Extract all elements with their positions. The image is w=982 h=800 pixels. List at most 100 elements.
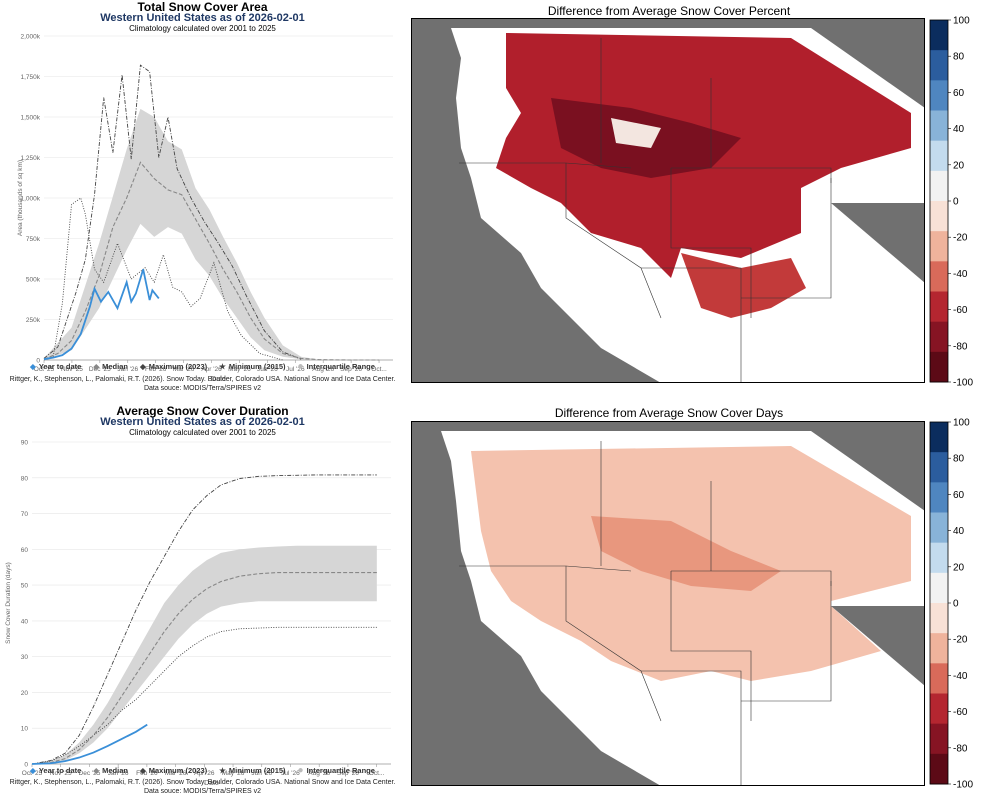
y-tick-label: 2,000k [20,34,40,41]
top-colorbar: 100 80 60 40 20 0 -20 -40 -60 -80 -100 [929,16,973,389]
y-axis-label: Snow Cover Duration (days) [5,562,12,644]
colorbar-swatch [930,110,948,142]
legend-max-2[interactable]: ◆ Maximum (2023) [139,766,208,775]
legend-iqr-2[interactable]: ● Interquartile Range [297,765,375,776]
colorbar-tick-label: 20 [953,160,965,171]
bottom-chart-subtitle2: Climatology calculated over 2001 to 2025 [129,428,276,437]
colorbar-tick-label: -100 [953,780,973,791]
top-map-frame [411,18,925,383]
series-maximum [43,64,302,360]
legend-min-2[interactable]: ★ Minimum (2015) [219,766,286,775]
y-tick-label: 750k [26,236,41,243]
colorbar-swatch [930,633,948,664]
colorbar-swatch [930,291,948,323]
legend-ytd-2[interactable]: ◆ Year to date [30,766,82,775]
legend-ytd[interactable]: ◆ Year to date [30,362,82,371]
colorbar-tick-label: 60 [953,490,965,501]
bottom-chart-svg: 0 10 20 30 40 50 60 70 80 90 Oct '25 Nov '25 Dec '25… [5,440,391,786]
x-tick-label: Dec '25 [79,770,101,777]
x-tick-label: Apr '26 [201,366,222,373]
bottom-map-snow-days-deficit-mid [591,516,781,591]
colorbar-tick-label: 0 [953,599,959,610]
colorbar-tick-label: 40 [953,526,965,537]
colorbar-swatch [930,321,948,353]
bottom-map[interactable] [411,421,925,786]
colorbar-swatch [930,422,948,453]
colorbar-tick-label: 20 [953,562,965,573]
colorbar-swatch [930,723,948,755]
colorbar-tick-label: -60 [953,305,968,316]
x-tick-label: Mar '26 [165,770,187,777]
x-tick-label: Sep '26 [340,366,362,373]
bottom-chart-subtitle: Western United States as of 2026-02-01 [100,416,305,428]
legend-min[interactable]: ★ Minimum (2015) [219,362,286,371]
top-map-snow-deficit-south [681,253,806,318]
colorbar-swatch [930,572,948,604]
colorbar-tick-label: -20 [953,233,968,244]
y-tick-label: 20 [21,690,29,697]
colorbar-tick-label: -20 [953,635,968,646]
x-tick-label: Nov '25 [50,770,72,777]
colorbar-swatch [930,201,948,232]
colorbar-tick-label: -60 [953,707,968,718]
x-tick-label: Dec '25 [89,366,111,373]
colorbar-tick-label: 100 [953,16,970,27]
y-tick-label: 70 [21,511,29,518]
x-tick-label: Nov '25 [61,366,83,373]
x-axis-label: Date [204,780,219,786]
x-tick-label: Oct... [371,366,387,373]
top-map-title: Difference from Average Snow Cover Perce… [547,4,791,18]
colorbar-swatch [930,50,948,81]
colorbar-tick-label: 60 [953,88,965,99]
x-tick-label: Jun '26 [257,366,278,373]
legend-median-2[interactable]: ◆ Median [93,766,128,775]
legend-max[interactable]: ◆ Maximum (2023) [139,362,208,371]
colorbar-tick-label: -80 [953,743,968,754]
x-tick-label: Oct '25 [22,770,43,777]
colorbar-swatch [930,140,948,172]
legend-iqr[interactable]: ● Interquartile Range [297,361,375,372]
series-maximum [31,474,377,765]
x-tick-label: Oct... [369,770,385,777]
top-chart-svg: 0 250k 500k 750k 1,000k 1,250k 1,500k 1,750k 2,0… [17,34,393,383]
colorbar-tick-label: 40 [953,124,965,135]
x-tick-label: Feb '26 [136,770,158,777]
colorbar-swatch [930,261,948,292]
colorbar-tick-label: 100 [953,418,970,429]
colorbar-swatch [930,753,948,785]
top-map-state-borders [459,38,832,383]
top-chart-subtitle: Western United States as of 2026-02-01 [100,12,305,24]
x-tick-label: Apr '26 [194,770,215,777]
top-map-snow-light [611,118,661,148]
iqr-band [32,545,377,764]
colorbar-tick-label: -80 [953,341,968,352]
x-tick-label: Jul '26 [286,366,305,373]
y-tick-label: 30 [21,654,29,661]
y-tick-label: 1,500k [20,115,40,122]
series-year-to-date [31,723,148,765]
x-tick-label: Feb '26 [145,366,167,373]
colorbar-tick-label: -40 [953,671,968,682]
y-tick-label: 50 [21,583,29,590]
top-map[interactable] [411,18,925,383]
y-axis-label: Area (thousands of sq km) [17,160,24,236]
legend-median[interactable]: ◆ Median [93,362,128,371]
bottom-map-frame [411,421,925,786]
x-tick-label: Jan '26 [117,366,138,373]
top-chart-subtitle2: Climatology calculated over 2001 to 2025 [129,24,276,33]
colorbar-tick-label: 0 [953,197,959,208]
y-tick-label: 0 [36,358,40,365]
bottom-chart-panel: Average Snow Cover Duration Western Unit… [0,404,405,800]
bottom-chart-credit: Rittger, K., Stephenson, L., Palomaki, R… [9,779,396,795]
colorbar-swatch [930,603,948,634]
y-tick-label: 1,000k [20,196,40,203]
x-axis-label: Date [211,376,226,383]
x-tick-label: Mar '26 [173,366,195,373]
x-tick-label: Aug '26 [312,366,334,373]
top-chart-credit: Rittger, K., Stephenson, L., Palomaki, R… [9,376,396,392]
colorbar-tick-label: -40 [953,269,968,280]
x-tick-label: May '26 [228,366,251,373]
series-minimum [31,626,377,765]
bottom-map-state-borders [459,441,832,786]
x-tick-label: Sep '26 [337,770,359,777]
